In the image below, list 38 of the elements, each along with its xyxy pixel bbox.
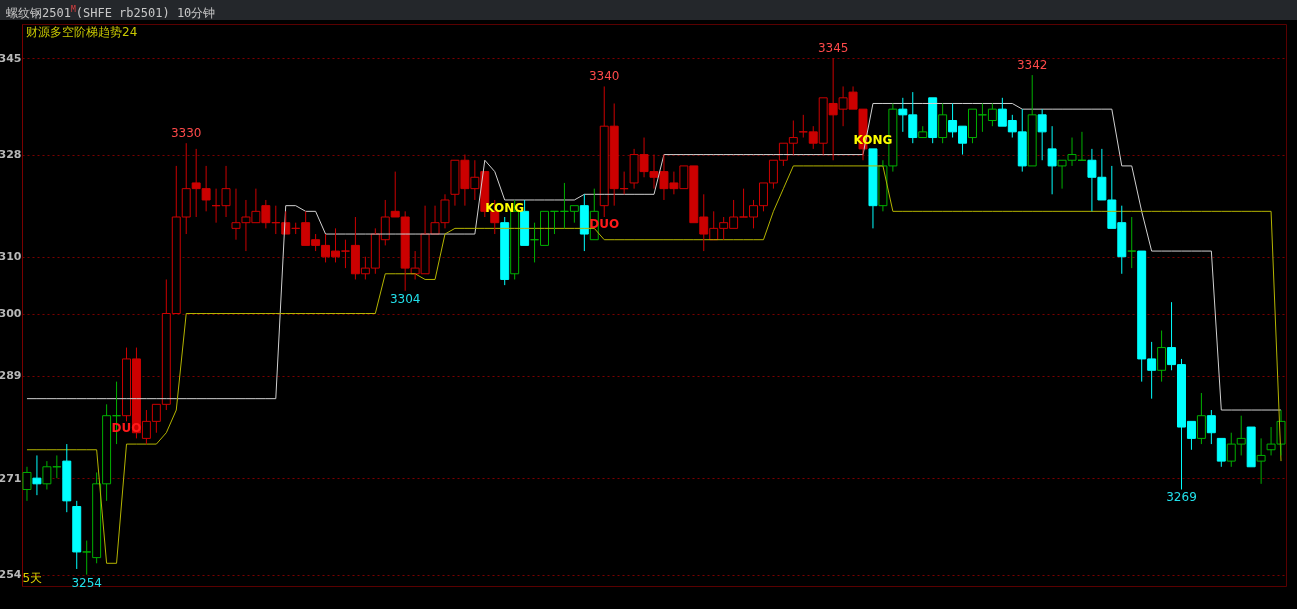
annotation: 3254 [71,575,102,590]
candlestick [579,193,589,252]
candlestick [1256,437,1266,485]
candlestick [868,148,878,229]
y-tick-label: 310 [0,250,22,264]
annotation: 3269 [1166,490,1197,505]
y-tick-label: 271 [0,471,22,485]
chart-subtitle: 财源多空阶梯趋势24 [26,24,138,41]
y-tick-label: 300 [0,307,22,321]
y-tick-label: 289 [0,369,22,383]
candlestick [1047,125,1057,195]
candlestick [32,454,42,496]
line-series [26,165,1282,564]
candlestick [1246,426,1256,468]
x-axis-title: 5天 [22,570,43,585]
candlestick [1216,437,1226,468]
line-series [26,102,1282,411]
candlestick [1037,108,1047,161]
candlestick [569,205,579,224]
annotation: 3330 [170,126,202,141]
candlestick [918,125,928,139]
annotation: 3304 [389,291,421,306]
annotation: 3342 [1016,58,1048,73]
annotation: DUO [589,217,620,232]
y-tick-label: 254 [0,568,22,582]
chart-title: 螺纹钢2501$^{M}$(SHFE rb2501) 10分钟 [0,0,1297,20]
candlestick [1157,330,1167,383]
candlestick [62,443,72,513]
annotation: 3340 [588,69,620,84]
candlestick [22,466,32,502]
candlestick [1027,74,1037,167]
candlestick [72,500,82,570]
candlestick [1206,409,1216,445]
y-tick-label: 328 [0,148,22,162]
candlestick [1196,392,1206,445]
annotation: 3345 [817,41,849,56]
y-tick-label: 345 [0,51,22,65]
candlestick [500,216,510,286]
